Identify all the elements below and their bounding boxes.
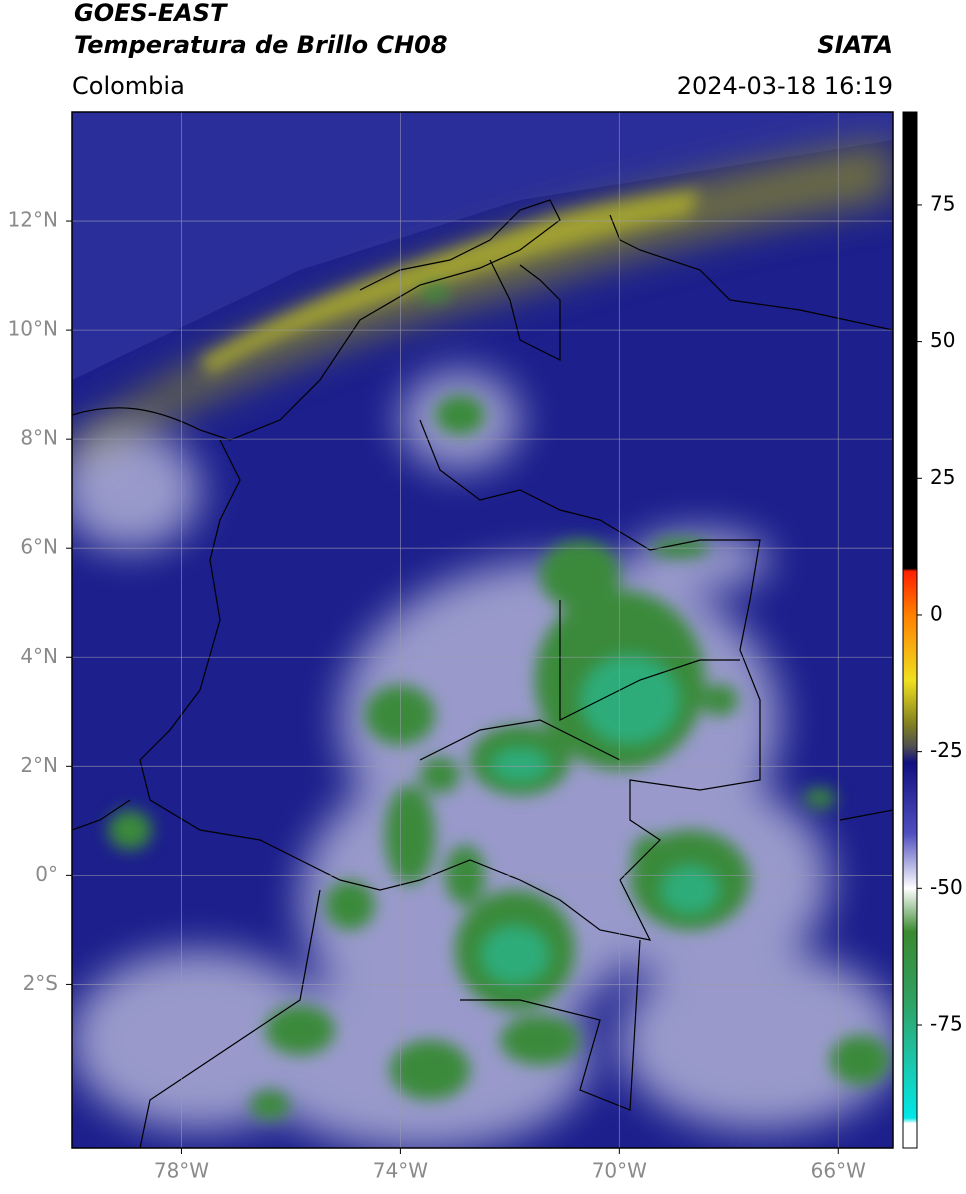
colorbar-tick-label: -25 [930, 738, 963, 762]
satellite-image [72, 112, 893, 1148]
upper-cloud [72, 112, 893, 380]
colorbar-tick-label: 25 [930, 465, 955, 489]
dry-core [200, 190, 700, 375]
colorbar [902, 111, 918, 1149]
x-tick-label: 66°W [811, 1159, 866, 1183]
coldest-cores [480, 655, 720, 985]
cloud-halos [72, 370, 893, 1148]
colorbar-tick-label: -75 [930, 1011, 963, 1035]
source: SIATA [817, 31, 893, 59]
timestamp: 2024-03-18 16:19 [677, 72, 893, 100]
y-tick-label: 4°N [20, 644, 58, 668]
x-tick-label: 70°W [592, 1159, 647, 1183]
title: GOES-EAST [74, 0, 228, 27]
x-tick-label: 74°W [373, 1159, 428, 1183]
y-tick-label: 2°S [23, 971, 58, 995]
region: Colombia [72, 72, 185, 100]
colorbar-tick-label: 50 [930, 328, 955, 352]
grid [72, 112, 893, 1148]
map-frame [71, 111, 894, 1149]
colorbar-tick-label: -50 [930, 875, 963, 899]
y-tick-label: 6°N [20, 535, 58, 559]
colorbar-tick-label: 75 [930, 191, 955, 215]
y-tick-label: 12°N [8, 208, 58, 232]
convective-cores [108, 285, 890, 1120]
y-tick-label: 8°N [20, 426, 58, 450]
dry-band [72, 140, 893, 470]
y-tick-label: 10°N [8, 317, 58, 341]
y-tick-label: 2°N [20, 753, 58, 777]
subtitle: Temperatura de Brillo CH08 [74, 31, 448, 59]
x-tick-label: 78°W [154, 1159, 209, 1183]
colorbar-tick-label: 0 [930, 601, 943, 625]
y-tick-label: 0° [35, 862, 58, 886]
